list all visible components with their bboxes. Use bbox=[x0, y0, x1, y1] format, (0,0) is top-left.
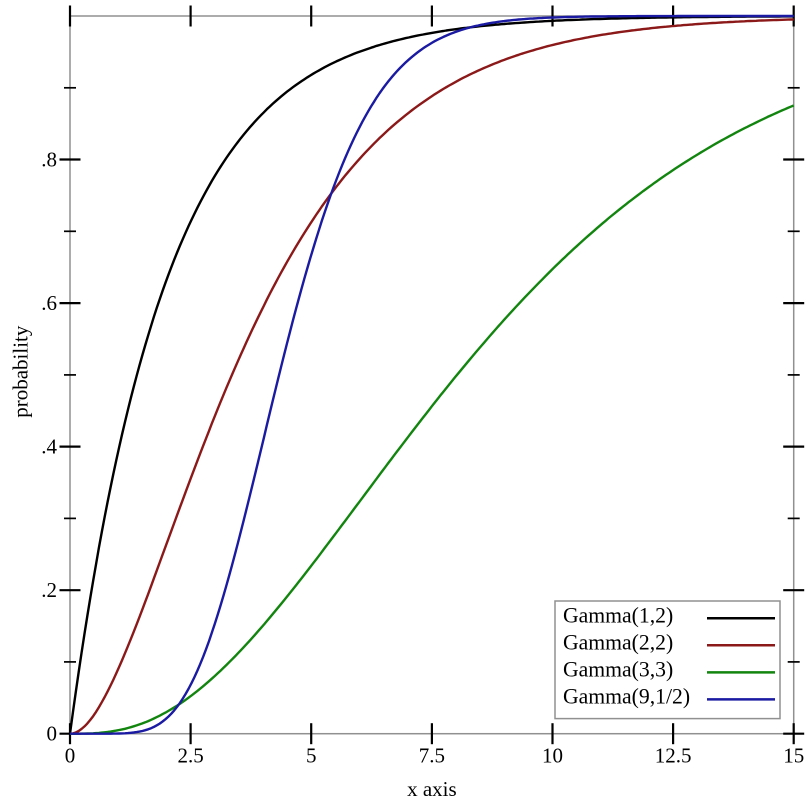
svg-text:Gamma(3,3): Gamma(3,3) bbox=[563, 657, 673, 681]
svg-text:Gamma(9,1/2): Gamma(9,1/2) bbox=[563, 684, 690, 708]
svg-text:x axis: x axis bbox=[407, 777, 457, 801]
svg-text:12.5: 12.5 bbox=[655, 744, 692, 768]
svg-text:.6: .6 bbox=[41, 291, 57, 315]
svg-text:.4: .4 bbox=[41, 435, 57, 459]
svg-text:.8: .8 bbox=[41, 147, 57, 171]
svg-text:0: 0 bbox=[65, 744, 76, 768]
svg-text:7.5: 7.5 bbox=[419, 744, 445, 768]
svg-text:.2: .2 bbox=[41, 578, 57, 602]
svg-text:Gamma(2,2): Gamma(2,2) bbox=[563, 630, 673, 654]
svg-text:5: 5 bbox=[306, 744, 317, 768]
svg-text:0: 0 bbox=[47, 722, 58, 746]
svg-text:15: 15 bbox=[783, 744, 804, 768]
svg-text:probability: probability bbox=[8, 325, 32, 418]
svg-text:Gamma(1,2): Gamma(1,2) bbox=[563, 603, 673, 627]
svg-text:10: 10 bbox=[542, 744, 563, 768]
svg-text:2.5: 2.5 bbox=[177, 744, 203, 768]
